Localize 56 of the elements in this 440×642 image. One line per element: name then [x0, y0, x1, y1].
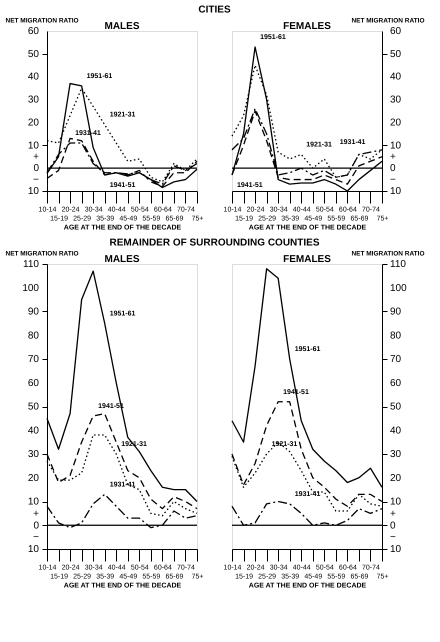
y-tick-label: 10 — [390, 140, 402, 152]
y-tick-label: + — [390, 152, 396, 163]
y-tick-label: 30 — [390, 94, 402, 106]
y-tick-label: + — [390, 508, 396, 520]
chart-subtitle: FEMALES — [283, 21, 332, 32]
y-tick-label: 80 — [390, 330, 402, 342]
y-tick-label: − — [390, 174, 396, 186]
y-tick-label: 50 — [28, 402, 40, 412]
y-tick-label: 80 — [28, 330, 40, 342]
y-tick-label: 10 — [390, 496, 402, 508]
y-tick-label: 60 — [390, 26, 402, 37]
y-tick-label: 10 — [390, 186, 402, 197]
y-tick-label: − — [390, 532, 396, 544]
y-tick-label: + — [33, 508, 40, 520]
y-tick-label: 10 — [390, 544, 402, 555]
y-tick-label: 0 — [390, 163, 396, 174]
y-tick-label: 40 — [28, 425, 40, 436]
y-tick-label: + — [33, 152, 40, 163]
y-tick-label: 70 — [390, 354, 402, 365]
y-tick-label: 70 — [28, 354, 40, 365]
y-tick-label: 60 — [28, 26, 40, 37]
chart-title: CITIES — [198, 4, 231, 16]
y-tick-label: 20 — [28, 472, 40, 484]
y-tick-label: 40 — [390, 425, 402, 436]
y-tick-label: 0 — [33, 520, 40, 532]
y-tick-label: 50 — [390, 402, 402, 412]
y-tick-label: 50 — [28, 48, 40, 60]
chart-title: REMAINDER OF SURROUNDING COUNTIES — [109, 238, 320, 248]
y-tick-label: 50 — [390, 48, 402, 60]
y-tick-label: 90 — [28, 306, 40, 318]
y-tick-label: 40 — [28, 72, 40, 83]
y-tick-label: 30 — [390, 449, 402, 460]
y-tick-label: 100 — [390, 282, 408, 294]
y-tick-label: 10 — [28, 140, 40, 152]
y-tick-label: 0 — [390, 520, 396, 532]
y-tick-label: 110 — [390, 259, 406, 270]
y-tick-label: 10 — [28, 496, 40, 508]
y-tick-label: 60 — [28, 378, 40, 389]
y-tick-label: 20 — [390, 472, 402, 484]
y-tick-label: 20 — [390, 117, 402, 128]
chart-subtitle: MALES — [104, 21, 140, 32]
y-tick-label: 30 — [28, 449, 40, 460]
y-tick-label: 0 — [33, 163, 40, 174]
y-tick-label: − — [33, 174, 40, 186]
y-tick-label: 10 — [28, 186, 40, 197]
y-tick-label: 90 — [390, 306, 402, 318]
y-tick-label: 30 — [28, 94, 40, 106]
y-tick-label: 40 — [390, 72, 402, 83]
y-tick-label: 20 — [28, 117, 40, 128]
y-tick-label: 10 — [28, 544, 40, 555]
y-tick-label: 110 — [23, 259, 40, 270]
chart-subtitle: MALES — [104, 254, 140, 265]
chart-subtitle: FEMALES — [283, 254, 332, 265]
y-tick-label: 60 — [390, 378, 402, 389]
y-tick-label: − — [33, 532, 40, 544]
y-tick-label: 100 — [22, 282, 40, 294]
